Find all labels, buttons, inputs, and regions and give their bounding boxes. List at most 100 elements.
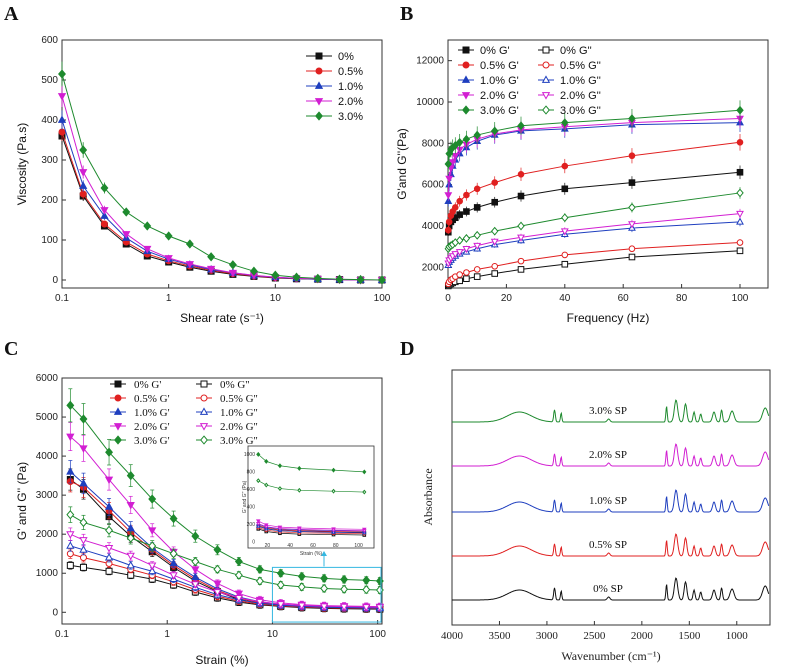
data-point-c <box>191 572 200 581</box>
data-point-b <box>517 171 525 178</box>
data-point-a <box>58 128 66 136</box>
data-point-c <box>79 554 87 562</box>
data-point-a <box>57 115 67 123</box>
data-point-c <box>297 571 306 582</box>
x-tick-label-d: 1000 <box>726 630 749 642</box>
data-point-b <box>455 137 464 147</box>
spectrum-label: 3.0% SP <box>589 405 627 417</box>
y-axis-label-c: G' and G'' (Pa) <box>15 462 29 540</box>
data-point-b <box>448 159 457 167</box>
data-point-b <box>517 192 525 200</box>
data-point-a <box>164 255 173 263</box>
legend-marker-c <box>199 423 209 431</box>
data-point-b <box>473 130 481 140</box>
inset-data-point <box>256 519 261 524</box>
legend-label-b: 2.0% G'' <box>560 90 601 102</box>
data-point-c <box>104 552 114 561</box>
data-point-b <box>473 230 481 240</box>
x-tick-label-c: 0.1 <box>55 629 69 640</box>
data-point-b <box>561 162 569 170</box>
legend-marker-c <box>113 423 123 431</box>
data-point-c <box>297 602 306 611</box>
legend-marker-a <box>315 111 323 121</box>
series-line-b <box>447 213 741 264</box>
legend-marker-a <box>314 81 324 89</box>
data-point-c <box>126 533 135 543</box>
x-tick-label-b: 40 <box>559 293 571 304</box>
y-axis-label-a: Viscosity (Pa.s) <box>15 123 29 205</box>
data-point-a <box>58 69 66 79</box>
data-point-a <box>271 270 280 280</box>
data-point-c <box>191 556 200 567</box>
legend-label-b: 3.0% G' <box>480 105 519 117</box>
data-point-a <box>185 261 195 269</box>
series-line-c <box>70 553 380 610</box>
legend-marker-b <box>542 46 550 54</box>
data-point-a <box>79 190 87 198</box>
data-point-b <box>628 253 636 261</box>
data-point-a <box>378 275 386 285</box>
data-point-b <box>456 197 463 205</box>
data-point-c <box>105 525 114 535</box>
legend-label-c: 2.0% G' <box>134 421 170 433</box>
y-tick-label-a: 300 <box>41 155 58 166</box>
legend-label-c: 0.5% G'' <box>220 393 258 405</box>
legend-label-b: 0.5% G'' <box>560 60 601 72</box>
legend-marker-c <box>200 380 208 388</box>
data-point-a <box>335 274 344 284</box>
data-point-b <box>736 168 744 176</box>
legend-label-b: 0% G'' <box>560 45 592 57</box>
data-point-b <box>736 247 744 255</box>
x-tick-label-d: 3000 <box>536 630 559 642</box>
data-point-c <box>79 414 88 424</box>
y-tick-label-b: 2000 <box>422 262 445 273</box>
data-point-a <box>292 272 301 282</box>
data-point-c <box>66 400 75 411</box>
inset-x-tick: 60 <box>310 543 316 549</box>
data-point-b <box>444 192 453 200</box>
data-point-b <box>473 204 481 211</box>
data-point-c <box>276 601 285 609</box>
x-tick-label-c: 1 <box>164 629 170 640</box>
legend-marker-c <box>199 407 209 415</box>
y-tick-label-a: 400 <box>41 115 58 126</box>
x-tick-label-a: 1 <box>166 293 172 304</box>
inset-series-line <box>258 525 365 534</box>
legend-label-a: 0.5% <box>338 66 363 78</box>
y-axis-label-b: G'and G''(Pa) <box>395 128 409 200</box>
spectrum-line <box>452 577 770 601</box>
inset-data-point <box>297 527 302 532</box>
spectrum-label: 0% SP <box>593 583 623 595</box>
series-line-c <box>70 533 380 608</box>
data-point-a <box>100 211 109 219</box>
series-line-c <box>69 404 380 582</box>
panel-label-c: C <box>4 338 18 360</box>
data-point-b <box>491 263 499 270</box>
series-line-a <box>61 135 382 281</box>
data-point-b <box>490 126 499 136</box>
data-point-b <box>736 217 744 225</box>
data-point-c <box>297 582 306 592</box>
y-tick-label-a: 500 <box>41 75 58 86</box>
inset-data-point <box>331 528 336 533</box>
data-point-c <box>213 564 222 575</box>
data-point-b <box>490 226 499 236</box>
x-tick-label-a: 100 <box>374 293 391 304</box>
data-point-c <box>362 604 371 612</box>
data-point-b <box>736 210 744 218</box>
panel-a: A 0 100 200 300 400 500 600 0.1 1 10 100 0% 0.5% 1.0… <box>4 3 391 325</box>
plot-frame-d <box>451 369 771 626</box>
series-line-c <box>70 545 380 609</box>
data-point-c <box>79 563 87 571</box>
inset-data-point <box>277 526 283 532</box>
legend-marker-b <box>541 92 551 100</box>
data-point-b <box>517 234 525 242</box>
spectrum-label: 2.0% SP <box>589 449 627 461</box>
data-point-b <box>444 159 453 169</box>
x-tick-label-b: 80 <box>676 293 688 304</box>
data-point-b <box>462 233 471 243</box>
data-point-c <box>148 562 157 571</box>
y-axis-label-d: Absorbance <box>421 468 435 525</box>
data-point-b <box>561 251 569 259</box>
inset-y-tick: 0 <box>252 540 255 546</box>
